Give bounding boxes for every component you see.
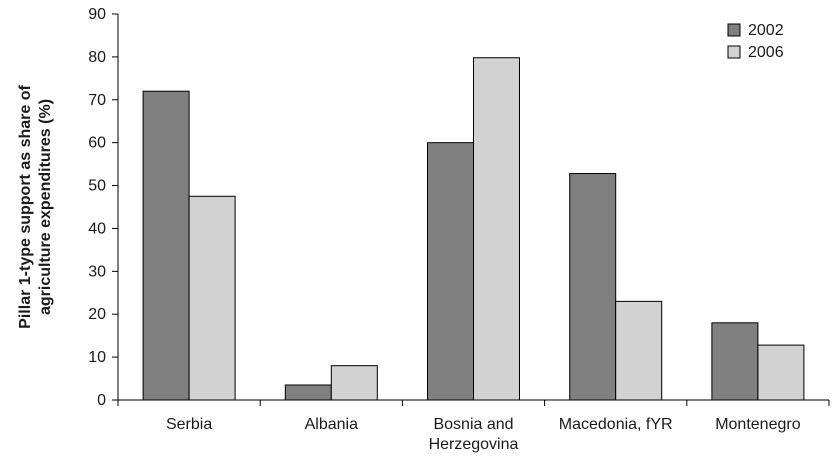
y-tick-label: 70 [88, 92, 106, 109]
x-tick-label: Bosnia and Herzegovina [429, 416, 519, 453]
x-tick-label: Montenegro [715, 416, 800, 433]
y-tick-label: 0 [97, 392, 106, 409]
legend: 2002 2006 [727, 22, 784, 61]
legend-label: 2006 [748, 44, 784, 61]
bar-2006 [757, 344, 805, 401]
y-tick-label: 90 [88, 6, 106, 23]
y-tick-label: 20 [88, 306, 106, 323]
y-tick-label: 10 [88, 349, 106, 366]
y-tick-label: 40 [88, 220, 106, 237]
bar-2002 [569, 173, 617, 401]
x-axis-ticks: Serbia Albania Bosnia and Herzegovina Macedo… [117, 400, 830, 453]
x-tick-label: Albania [305, 416, 358, 433]
x-tick-label: Serbia [166, 416, 212, 433]
bar-2006 [330, 365, 378, 401]
bars [142, 57, 805, 401]
y-axis-title-line: Pillar 1-type support as share of [17, 85, 34, 329]
x-tick-label: Macedonia, fYR [559, 416, 673, 433]
y-axis-ticks: 0 10 20 30 40 50 60 70 80 90 [88, 6, 118, 409]
bar-2006 [188, 195, 236, 401]
bar-2006 [473, 57, 520, 401]
bar-2006 [615, 300, 663, 401]
legend-label: 2002 [748, 22, 784, 39]
bar-2002 [284, 384, 332, 401]
bar-2002 [427, 142, 474, 401]
y-tick-label: 80 [88, 49, 106, 66]
y-tick-label: 60 [88, 135, 106, 152]
y-axis-title-line: agriculture expenditures (%) [37, 99, 54, 315]
legend-swatch [727, 23, 741, 37]
y-axis-label: Pillar 1-type support as share of agricul… [17, 85, 54, 329]
bar-2002 [711, 322, 759, 401]
bar-2002 [142, 90, 190, 401]
y-tick-label: 50 [88, 178, 106, 195]
legend-swatch [727, 45, 741, 59]
y-tick-label: 30 [88, 263, 106, 280]
y-axis-title: Pillar 1-type support as share of agricul… [17, 85, 54, 329]
